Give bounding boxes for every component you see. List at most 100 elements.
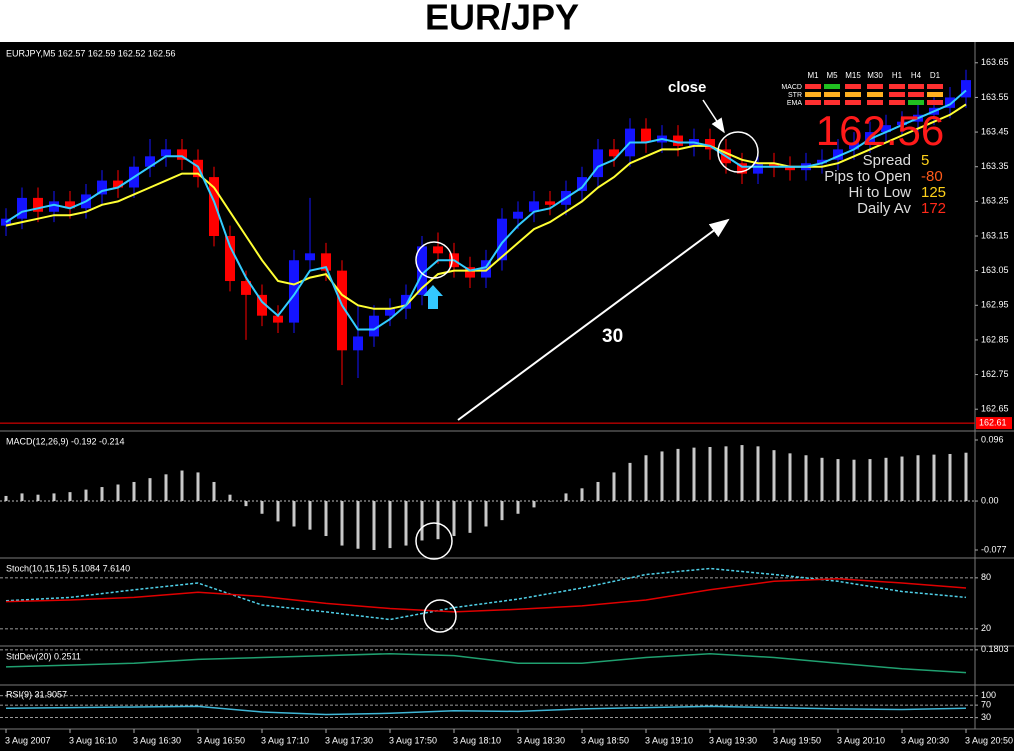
histogram-bar xyxy=(564,493,568,502)
histogram-bar xyxy=(100,487,104,502)
indicator-title: MACD(12,26,9) -0.192 -0.214 xyxy=(6,436,125,446)
candle-body xyxy=(257,294,267,316)
signal-cell xyxy=(908,84,924,89)
histogram-bar xyxy=(36,494,40,502)
histogram-bar xyxy=(580,488,584,502)
histogram-bar xyxy=(420,501,424,541)
y-tick-label: 162.95 xyxy=(981,300,1009,310)
indicator-line xyxy=(5,567,967,621)
histogram-bar xyxy=(260,501,264,514)
y-tick-label: 162.75 xyxy=(981,369,1009,379)
signal-cell xyxy=(824,100,840,105)
y-tick-label: 0.096 xyxy=(981,434,1004,444)
candle-body xyxy=(209,177,219,236)
y-tick-label: -0.077 xyxy=(981,544,1007,554)
candle-body xyxy=(289,260,299,323)
signal-cell xyxy=(867,84,883,89)
candle-body xyxy=(609,149,619,157)
histogram-bar xyxy=(116,484,120,502)
timeframe-label: D1 xyxy=(930,71,941,80)
stat-label: Pips to Open xyxy=(824,168,911,185)
stat-label: Spread xyxy=(863,152,911,169)
signal-cell xyxy=(805,92,821,97)
candle-body xyxy=(273,315,283,323)
y-tick-label: 163.45 xyxy=(981,126,1009,136)
histogram-bar xyxy=(932,454,936,502)
candle-body xyxy=(897,121,907,126)
signal-row-label: STR xyxy=(788,92,802,99)
x-tick-label: 3 Aug 18:10 xyxy=(453,735,501,745)
stat-label: Hi to Low xyxy=(848,184,911,201)
x-tick-label: 3 Aug 17:50 xyxy=(389,735,437,745)
candle-body xyxy=(577,177,587,191)
candle-body xyxy=(769,163,779,167)
candle-body xyxy=(49,201,59,212)
histogram-bar xyxy=(436,501,440,540)
plot-layer: 163.65 163.55 163.45 163.35 163.25 163.15 163.… xyxy=(0,42,1014,745)
highlight-circle xyxy=(717,131,759,173)
x-tick-label: 3 Aug 18:50 xyxy=(581,735,629,745)
y-tick-label: 0.00 xyxy=(981,495,999,505)
candle-body xyxy=(705,139,715,150)
histogram-bar xyxy=(900,456,904,502)
y-tick-label: 163.15 xyxy=(981,230,1009,240)
candle-body xyxy=(337,270,347,351)
histogram-bar xyxy=(68,492,72,502)
histogram-bar xyxy=(244,501,248,507)
histogram-bar xyxy=(4,495,8,502)
candle-body xyxy=(865,132,875,143)
title-band xyxy=(0,0,1014,42)
indicator-line xyxy=(5,577,967,613)
candle-body xyxy=(161,149,171,157)
signal-cell xyxy=(908,92,924,97)
y-tick-label: 163.35 xyxy=(981,161,1009,171)
histogram-bar xyxy=(532,501,536,508)
x-tick-label: 3 Aug 19:30 xyxy=(709,735,757,745)
timeframe-label: M5 xyxy=(826,71,838,80)
histogram-bar xyxy=(612,472,616,502)
histogram-bar xyxy=(164,474,168,502)
histogram-bar xyxy=(740,445,744,502)
highlight-circle xyxy=(415,522,453,560)
histogram-bar xyxy=(852,459,856,502)
candle-body xyxy=(881,125,891,133)
histogram-bar xyxy=(788,453,792,502)
candle-body xyxy=(641,128,651,143)
histogram-bar xyxy=(292,501,296,527)
indicator-line xyxy=(5,652,967,674)
histogram-bar xyxy=(308,501,312,530)
entry-arrow xyxy=(423,285,443,309)
signal-cell xyxy=(889,84,905,89)
candle-body xyxy=(145,156,155,167)
histogram-bar xyxy=(212,481,216,502)
histogram-bar xyxy=(52,493,56,502)
candle-body xyxy=(481,260,491,278)
histogram-bar xyxy=(372,501,376,551)
histogram-bar xyxy=(916,455,920,502)
histogram-bar xyxy=(388,501,392,549)
signal-cell xyxy=(845,100,861,105)
candle-body xyxy=(417,246,427,295)
histogram-bar xyxy=(644,455,648,502)
price-label-box xyxy=(976,417,1012,430)
histogram-bar xyxy=(676,448,680,502)
histogram-bar xyxy=(660,451,664,502)
signal-cell xyxy=(927,84,943,89)
signal-cell xyxy=(908,100,924,105)
signal-cell xyxy=(805,100,821,105)
stat-label: Daily Av xyxy=(857,200,911,217)
y-tick-label: 163.65 xyxy=(981,57,1009,67)
histogram-bar xyxy=(340,501,344,546)
histogram-bar xyxy=(452,501,456,537)
candle-body xyxy=(513,211,523,219)
indicator-title: StdDev(20) 0.2511 xyxy=(6,651,81,661)
histogram-bar xyxy=(596,481,600,502)
x-tick-label: 3 Aug 18:30 xyxy=(517,735,565,745)
price-label: 162.61 xyxy=(979,417,1007,427)
signal-cell xyxy=(867,100,883,105)
candle-body xyxy=(241,281,251,295)
current-price: 162.56 xyxy=(816,107,944,154)
x-tick-label: 3 Aug 17:10 xyxy=(261,735,309,745)
